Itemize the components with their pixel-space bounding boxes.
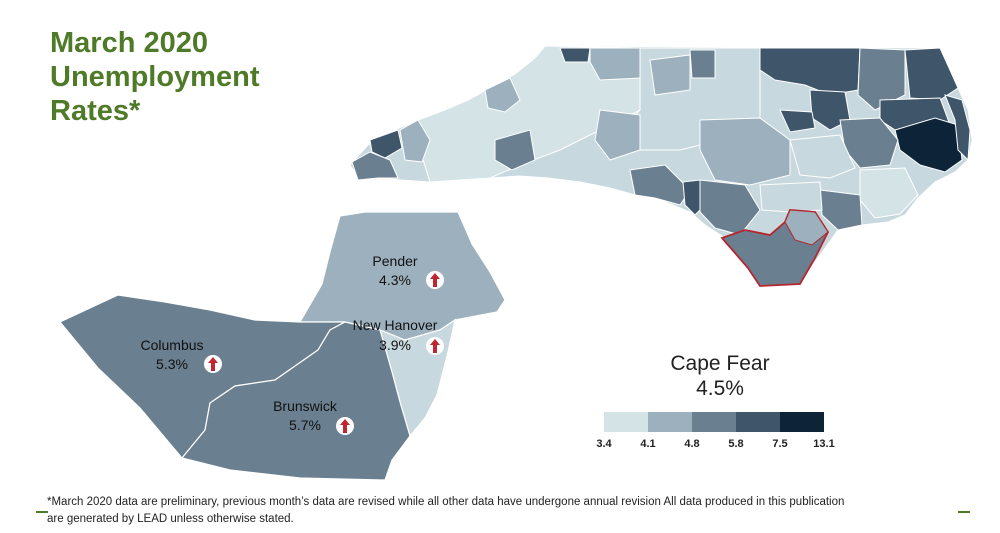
nc-mid-east [699,117,791,186]
region-name: Cape Fear [670,352,770,375]
region-rate: 4.5% [696,377,744,400]
legend-labels: 3.4 4.1 4.8 5.8 7.5 13.1 [596,438,835,456]
cape-fear-detail-map [59,211,506,481]
footnote-dash-right [958,511,970,513]
nc-west-mid-1 [351,151,399,181]
legend-break-label-3: 5.8 [728,438,744,450]
cape-fear-pender-mini [784,209,829,246]
nc-west-mid-3 [484,77,521,113]
legend-color-bar [604,412,834,432]
legend-swatch-4 [780,412,824,432]
legend-swatch-0 [604,412,648,432]
legend-break-label-4: 7.5 [772,438,788,450]
title-line-3: Rates* [50,95,141,127]
nc-east-light-1 [789,134,856,179]
nc-west-mid-4 [494,129,536,171]
nc-southeast-mid [819,189,863,231]
county-name-columbus: Columbus [140,337,203,353]
county-name-pender: Pender [372,253,417,269]
nc-northwest-dark [559,47,591,63]
nc-west-mid-2 [399,119,431,163]
county-rate-brunswick: 5.7% [289,417,321,433]
legend-break-label-0: 3.4 [596,438,612,450]
nc-coastal-dark-2 [944,94,971,162]
nc-state-map [349,45,973,287]
legend-break-label-2: 4.8 [684,438,700,450]
arrow-up-icon [340,419,350,433]
legend-swatch-3 [736,412,780,432]
county-label-pender: Pender 4.3% [372,253,444,289]
footnote-line-1: *March 2020 data are preliminary, previo… [47,496,845,508]
county-rate-pender: 4.3% [379,272,411,288]
county-label-new-hanover: New Hanover 3.9% [353,317,444,355]
legend-break-label-1: 4.1 [640,438,656,450]
footnote: *March 2020 data are preliminary, previo… [47,494,952,528]
legend-break-label-5: 13.1 [813,438,835,450]
footnote-dash-left [36,511,48,513]
title-line-1: March 2020 [50,27,208,59]
arrow-up-icon [430,339,440,353]
nc-south-central-mid [629,164,691,206]
county-rate-new-hanover: 3.9% [379,337,411,353]
county-label-columbus: Columbus 5.3% [140,337,222,373]
legend-swatch-2 [692,412,736,432]
county-name-brunswick: Brunswick [273,398,338,414]
nc-north-mid-1 [589,47,641,81]
nc-central-mid-1 [649,54,691,96]
arrow-up-icon [430,273,440,287]
region-summary: Cape Fear 4.5% [640,352,800,402]
nc-east-dark [904,47,959,101]
title-line-2: Unemployment [50,61,260,93]
arrow-up-icon [208,357,218,371]
county-rate-columbus: 5.3% [156,356,188,372]
nc-central-mid-2 [689,49,716,79]
county-brunswick [180,321,411,481]
nc-northeast-darkest [779,109,816,133]
footnote-line-2: are generated by LEAD unless otherwise s… [47,513,294,525]
legend-swatch-1 [648,412,692,432]
nc-coastal-darkest [894,117,963,173]
page-title: March 2020 Unemployment Rates* [50,26,290,128]
county-name-new-hanover: New Hanover [353,317,438,333]
nc-southeast-light [759,181,823,213]
legend: 3.4 4.1 4.8 5.8 7.5 13.1 [596,412,835,456]
county-label-brunswick: Brunswick 5.7% [273,398,354,435]
nc-west-dark-1 [369,129,403,159]
nc-central-mid-3 [594,109,641,161]
